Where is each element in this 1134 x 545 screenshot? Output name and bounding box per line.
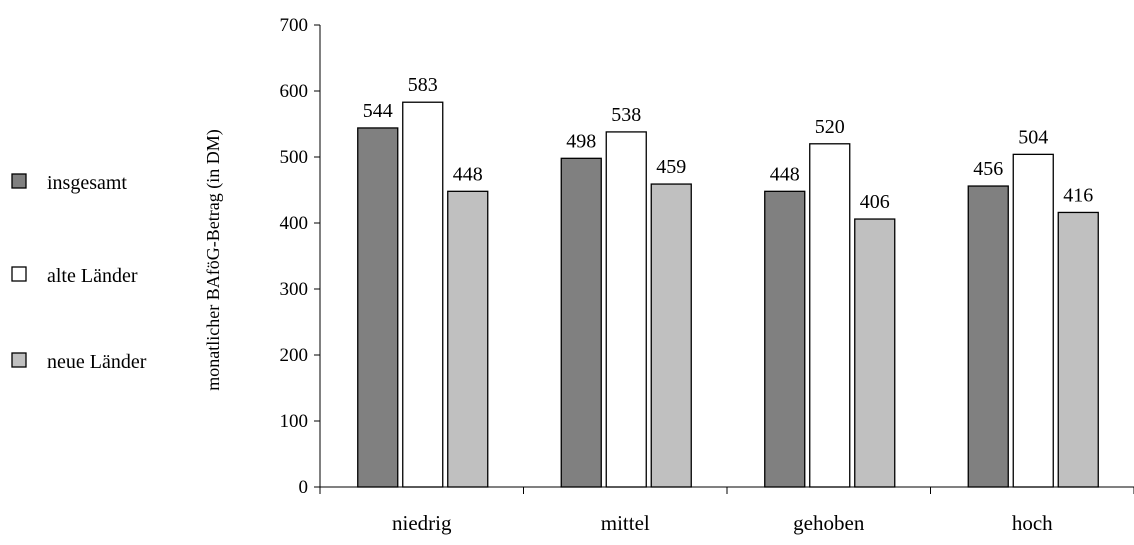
category-label-mittel: mittel xyxy=(601,511,650,535)
bar-neue-laender-hoch xyxy=(1057,211,1099,488)
legend-label-alte-laender: alte Länder xyxy=(47,265,138,287)
value-label-alte-laender-gehoben: 520 xyxy=(815,116,845,138)
value-label-neue-laender-niedrig: 448 xyxy=(453,163,483,185)
y-tick-label: 200 xyxy=(280,345,309,366)
value-label-insgesamt-gehoben: 448 xyxy=(770,163,800,185)
bar-insgesamt-mittel xyxy=(560,157,602,488)
y-tick-label: 600 xyxy=(280,81,309,102)
bar-alte-laender-mittel xyxy=(605,131,647,488)
category-label-hoch: hoch xyxy=(1012,511,1053,535)
legend-swatch-alte-laender xyxy=(11,266,27,282)
category-labels: niedrig mittel gehoben hoch xyxy=(392,511,1053,535)
y-tick-label: 300 xyxy=(280,279,309,300)
bars xyxy=(357,101,1099,488)
legend-label-neue-laender: neue Länder xyxy=(47,351,147,373)
legend: insgesamt alte Länder neue Länder xyxy=(11,172,147,373)
legend-label-insgesamt: insgesamt xyxy=(47,172,127,194)
y-tick-label: 400 xyxy=(280,213,309,234)
bar-neue-laender-mittel xyxy=(650,183,692,488)
bar-insgesamt-gehoben xyxy=(764,190,806,488)
value-label-neue-laender-hoch: 416 xyxy=(1063,184,1093,206)
value-label-insgesamt-mittel: 498 xyxy=(566,130,596,152)
bar-insgesamt-niedrig xyxy=(357,127,399,488)
value-label-alte-laender-mittel: 538 xyxy=(611,104,641,126)
legend-swatch-neue-laender xyxy=(11,352,27,368)
value-labels: 544 583 448 498 538 459 448 520 406 456 504 416 xyxy=(363,74,1094,213)
bar-neue-laender-gehoben xyxy=(854,218,896,488)
y-tick-label: 0 xyxy=(299,477,309,498)
bar-alte-laender-niedrig xyxy=(402,101,444,488)
bar-neue-laender-niedrig xyxy=(447,190,489,488)
value-label-neue-laender-mittel: 459 xyxy=(656,156,686,178)
bar-alte-laender-gehoben xyxy=(809,143,851,488)
y-tick-label: 500 xyxy=(280,147,309,168)
value-label-insgesamt-hoch: 456 xyxy=(973,158,1003,180)
bar-insgesamt-hoch xyxy=(967,185,1009,488)
legend-swatch-insgesamt xyxy=(11,173,27,189)
bar-alte-laender-hoch xyxy=(1012,153,1054,488)
value-label-alte-laender-hoch: 504 xyxy=(1018,126,1048,148)
y-tick-label: 700 xyxy=(280,15,309,36)
category-label-niedrig: niedrig xyxy=(392,511,452,535)
value-label-insgesamt-niedrig: 544 xyxy=(363,100,393,122)
value-label-alte-laender-niedrig: 583 xyxy=(408,74,438,96)
category-label-gehoben: gehoben xyxy=(793,511,865,535)
y-axis-label: monatlicher BAföG-Betrag (in DM) xyxy=(203,129,224,390)
y-tick-label: 100 xyxy=(280,411,309,432)
value-label-neue-laender-gehoben: 406 xyxy=(860,191,890,213)
